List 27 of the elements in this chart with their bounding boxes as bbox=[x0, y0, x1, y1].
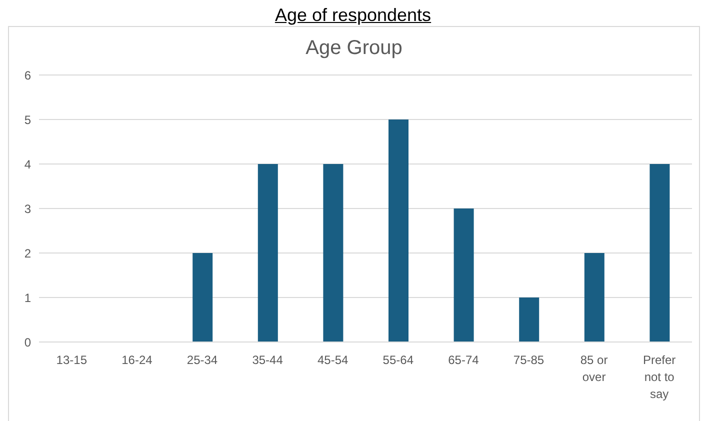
bar bbox=[323, 164, 344, 342]
bar bbox=[519, 298, 540, 342]
bar bbox=[584, 253, 604, 342]
x-tick-label: 75-85 bbox=[513, 353, 544, 367]
y-tick-label: 2 bbox=[24, 246, 32, 260]
y-tick-label: 3 bbox=[24, 202, 32, 216]
x-tick-label: 45-54 bbox=[318, 353, 349, 367]
x-tick-label: 13-15 bbox=[56, 353, 88, 367]
text: Age of respondents bbox=[274, 5, 432, 25]
y-tick-label: 5 bbox=[24, 112, 32, 127]
y-tick-label: 1 bbox=[24, 290, 32, 305]
y-tick-label: 6 bbox=[24, 68, 32, 82]
x-tick-label: 35-44 bbox=[252, 353, 284, 367]
chart-title: Age Group bbox=[304, 37, 404, 61]
x-tick-label: Prefer not to say bbox=[643, 353, 676, 401]
x-tick-label: 85 or over bbox=[580, 353, 608, 384]
x-tick-label: 25-34 bbox=[186, 353, 218, 367]
x-tick-label: 65-74 bbox=[448, 353, 480, 367]
y-tick-label: 0 bbox=[24, 335, 32, 350]
bar bbox=[388, 120, 408, 342]
y-tick-label: 4 bbox=[24, 157, 32, 172]
bar bbox=[258, 164, 278, 342]
x-tick-label: 55-64 bbox=[382, 353, 414, 367]
bar bbox=[650, 164, 670, 342]
x-tick-label: 16-24 bbox=[122, 353, 153, 367]
bar bbox=[454, 208, 474, 342]
bar bbox=[192, 253, 213, 342]
